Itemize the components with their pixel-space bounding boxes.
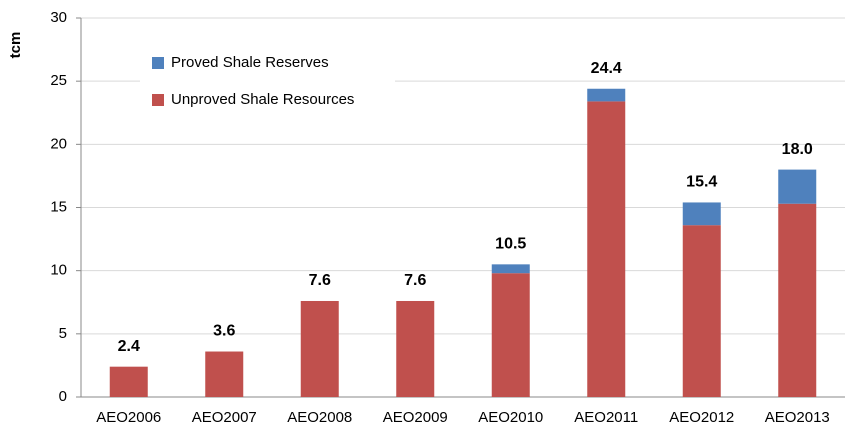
total-label: 3.6 <box>213 323 235 340</box>
bar-segment <box>778 203 817 397</box>
total-label: 2.4 <box>118 338 140 355</box>
x-tick-label: AEO2006 <box>96 409 161 426</box>
bar-segment <box>396 300 435 397</box>
y-tick-label: 0 <box>59 388 67 405</box>
bar-segment <box>587 88 626 102</box>
x-tick-label: AEO2011 <box>574 409 638 426</box>
legend-box <box>140 45 395 120</box>
total-label: 24.4 <box>591 60 622 77</box>
bar-segment <box>587 101 626 397</box>
bar-segment <box>778 169 817 204</box>
total-label: 7.6 <box>309 272 331 289</box>
y-tick-label: 25 <box>50 72 67 89</box>
total-label: 15.4 <box>686 174 717 191</box>
x-tick-label: AEO2013 <box>765 409 830 426</box>
x-tick-label: AEO2012 <box>669 409 734 426</box>
legend-swatch <box>152 94 164 106</box>
y-tick-label: 5 <box>59 325 67 342</box>
y-tick-label: 15 <box>50 198 67 215</box>
bar-segment <box>682 202 721 226</box>
bar-segment <box>205 351 244 397</box>
legend-label: Proved Shale Reserves <box>171 54 329 71</box>
x-tick-label: AEO2007 <box>192 409 257 426</box>
total-label: 10.5 <box>495 236 526 253</box>
x-tick-label: AEO2009 <box>383 409 448 426</box>
total-label: 7.6 <box>404 272 426 289</box>
bar-segment <box>300 300 339 397</box>
y-tick-label: 10 <box>50 262 67 279</box>
bar-segment <box>682 225 721 397</box>
y-tick-label: 30 <box>50 9 67 26</box>
x-tick-label: AEO2010 <box>478 409 543 426</box>
bar-segment <box>491 264 530 274</box>
y-axis-label: tcm <box>7 32 24 59</box>
bar-segment <box>491 273 530 397</box>
bar-segment <box>109 366 148 397</box>
y-tick-label: 20 <box>50 135 67 152</box>
x-tick-label: AEO2008 <box>287 409 352 426</box>
legend-label: Unproved Shale Resources <box>171 91 354 108</box>
legend-swatch <box>152 57 164 69</box>
total-label: 18.0 <box>782 141 813 158</box>
